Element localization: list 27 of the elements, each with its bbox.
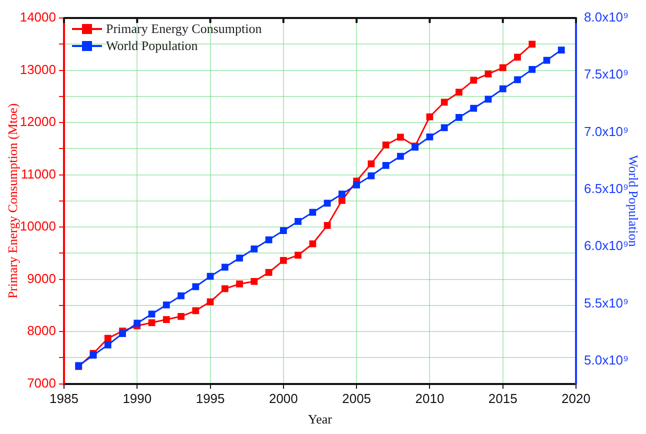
y2-tick-label: 7.5x10⁹ bbox=[584, 66, 629, 82]
x-tick-label: 1985 bbox=[50, 391, 78, 406]
y-tick-label: 11000 bbox=[20, 166, 56, 182]
x-tick-label: 2020 bbox=[562, 391, 590, 406]
y2-tick-label: 5.5x10⁹ bbox=[584, 295, 629, 310]
x-tick-label: 1990 bbox=[122, 391, 152, 406]
y-tick-label: 12000 bbox=[20, 114, 56, 130]
y-tick-label: 7000 bbox=[27, 375, 56, 390]
legend-label: Primary Energy Consumption bbox=[106, 20, 262, 37]
legend-label: World Population bbox=[106, 37, 198, 54]
y2-tick-label: 6.5x10⁹ bbox=[584, 181, 629, 196]
y2-tick-label: 7.0x10⁹ bbox=[584, 124, 629, 139]
y2-tick-label: 6.0x10⁹ bbox=[584, 238, 629, 254]
x-axis-title: Year bbox=[308, 412, 333, 427]
y2-tick-label: 8.0x10⁹ bbox=[584, 10, 629, 25]
y-tick-label: 13000 bbox=[20, 62, 56, 77]
x-tick-label: 1995 bbox=[196, 391, 225, 406]
y2-tick-label: 5.0x10⁹ bbox=[584, 352, 629, 368]
y-tick-label: 10000 bbox=[20, 218, 56, 234]
y-axis-title: Primary Energy Consumption (Mtoe) bbox=[5, 103, 20, 298]
x-tick-label: 2000 bbox=[268, 391, 298, 406]
x-tick-label: 2015 bbox=[488, 391, 518, 406]
y-tick-label: 8000 bbox=[27, 323, 56, 338]
x-tick-label: 2010 bbox=[415, 391, 444, 406]
y-tick-label: 9000 bbox=[27, 270, 56, 286]
x-tick-label: 2005 bbox=[342, 391, 372, 406]
y-tick-label: 14000 bbox=[20, 10, 56, 25]
